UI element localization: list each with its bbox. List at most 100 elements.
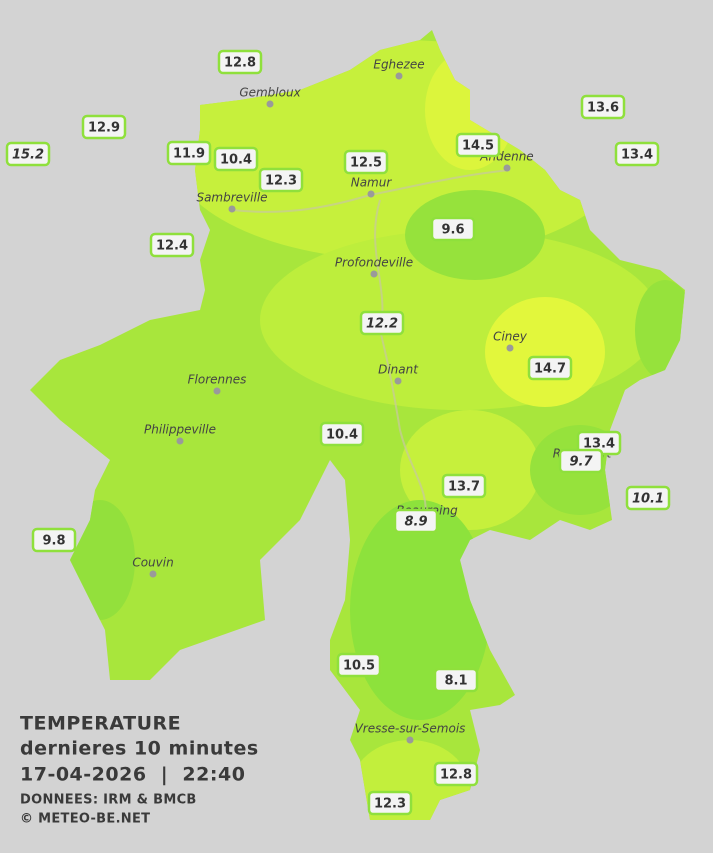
station: 11.9 — [166, 140, 212, 166]
station-box — [527, 355, 573, 381]
station: 8.9 — [393, 508, 439, 534]
station-box — [433, 761, 479, 787]
station-value: 12.5 — [350, 156, 382, 171]
city-dot — [367, 190, 375, 198]
station-value: 13.4 — [583, 437, 615, 452]
station-value: 13.7 — [448, 480, 480, 495]
station: 10.1 — [625, 485, 671, 511]
city-dot — [213, 387, 221, 395]
station: 12.2 — [359, 310, 405, 336]
station-box — [359, 310, 405, 336]
station-value: 10.4 — [220, 153, 252, 168]
caption-title: TEMPERATURE — [20, 713, 181, 735]
station-value: 11.9 — [173, 147, 205, 162]
city-label: Philippeville — [144, 423, 216, 437]
city-label: Ciney — [493, 330, 528, 344]
caption-datetime: 17-04-2026 | 22:40 — [20, 764, 245, 786]
station-box — [367, 790, 413, 816]
station-box — [213, 146, 259, 172]
station: 13.4 — [576, 430, 622, 456]
station: 12.8 — [217, 49, 263, 75]
city-dot — [370, 270, 378, 278]
station-box — [433, 667, 479, 693]
station: 14.7 — [527, 355, 573, 381]
station: 12.4 — [149, 232, 195, 258]
station: 10.4 — [319, 421, 365, 447]
station-value: 9.7 — [569, 455, 593, 470]
station-value: 13.6 — [587, 101, 619, 116]
city-dot — [149, 570, 157, 578]
station-box — [81, 114, 127, 140]
station: 10.5 — [336, 652, 382, 678]
station-value: 10.1 — [632, 492, 664, 507]
city-label: Gembloux — [239, 86, 301, 100]
station-value: 12.8 — [440, 768, 472, 783]
station-box — [614, 141, 660, 167]
station-value: 10.4 — [326, 428, 358, 443]
station-value: 8.1 — [444, 674, 467, 689]
station: 12.3 — [367, 790, 413, 816]
caption-subtitle: dernieres 10 minutes — [20, 738, 259, 760]
station: 13.4 — [614, 141, 660, 167]
station-box — [149, 232, 195, 258]
city-dot — [176, 437, 184, 445]
station-box — [343, 149, 389, 175]
station-box — [580, 94, 626, 120]
city-dot — [395, 72, 403, 80]
city-dot — [506, 344, 514, 352]
city-dot — [266, 100, 274, 108]
station-value: 10.5 — [343, 659, 375, 674]
city-label: Profondeville — [335, 256, 413, 270]
city-dot — [228, 205, 236, 213]
station: 13.6 — [580, 94, 626, 120]
station-value: 12.4 — [156, 239, 188, 254]
station: 12.5 — [343, 149, 389, 175]
station-value: 12.3 — [265, 174, 297, 189]
station-value: 8.9 — [404, 515, 427, 530]
station-value: 14.5 — [462, 139, 494, 154]
caption: TEMPERATURE dernieres 10 minutes 17-04-2… — [20, 713, 259, 827]
station: 12.3 — [258, 167, 304, 193]
station-box — [319, 421, 365, 447]
station-value: 13.4 — [621, 148, 653, 163]
station-box — [31, 527, 77, 553]
station: 13.7 — [441, 473, 487, 499]
station-value: 15.2 — [12, 148, 44, 163]
city-label: Dinant — [378, 363, 419, 377]
station: 12.9 — [81, 114, 127, 140]
station-box — [258, 167, 304, 193]
station-box — [430, 216, 476, 242]
caption-copyright: © METEO-BE.NET — [20, 812, 150, 827]
station-value: 12.9 — [88, 121, 120, 136]
city-dot — [503, 164, 511, 172]
station: 12.8 — [433, 761, 479, 787]
station-box — [5, 141, 51, 167]
station-value: 12.8 — [224, 56, 256, 71]
station: 10.4 — [213, 146, 259, 172]
station-box — [336, 652, 382, 678]
city-label: Couvin — [132, 556, 173, 570]
station-value: 9.6 — [441, 223, 464, 238]
city-label: Florennes — [188, 373, 247, 387]
station-value: 9.8 — [42, 534, 65, 549]
station: 14.5 — [455, 132, 501, 158]
city-dot — [394, 377, 402, 385]
caption-source: DONNEES: IRM & BMCB — [20, 793, 197, 808]
station-box — [166, 140, 212, 166]
station: 9.7 — [558, 448, 604, 474]
city-label: Sambreville — [196, 191, 267, 205]
station-box — [393, 508, 439, 534]
station-box — [455, 132, 501, 158]
station: 9.8 — [31, 527, 77, 553]
city-label: Namur — [351, 176, 393, 190]
station-box — [625, 485, 671, 511]
city-dot — [406, 736, 414, 744]
station-value: 14.7 — [534, 362, 566, 377]
station: 9.6 — [430, 216, 476, 242]
station: 8.1 — [433, 667, 479, 693]
station-box — [441, 473, 487, 499]
station-box — [217, 49, 263, 75]
station: 15.2 — [5, 141, 51, 167]
